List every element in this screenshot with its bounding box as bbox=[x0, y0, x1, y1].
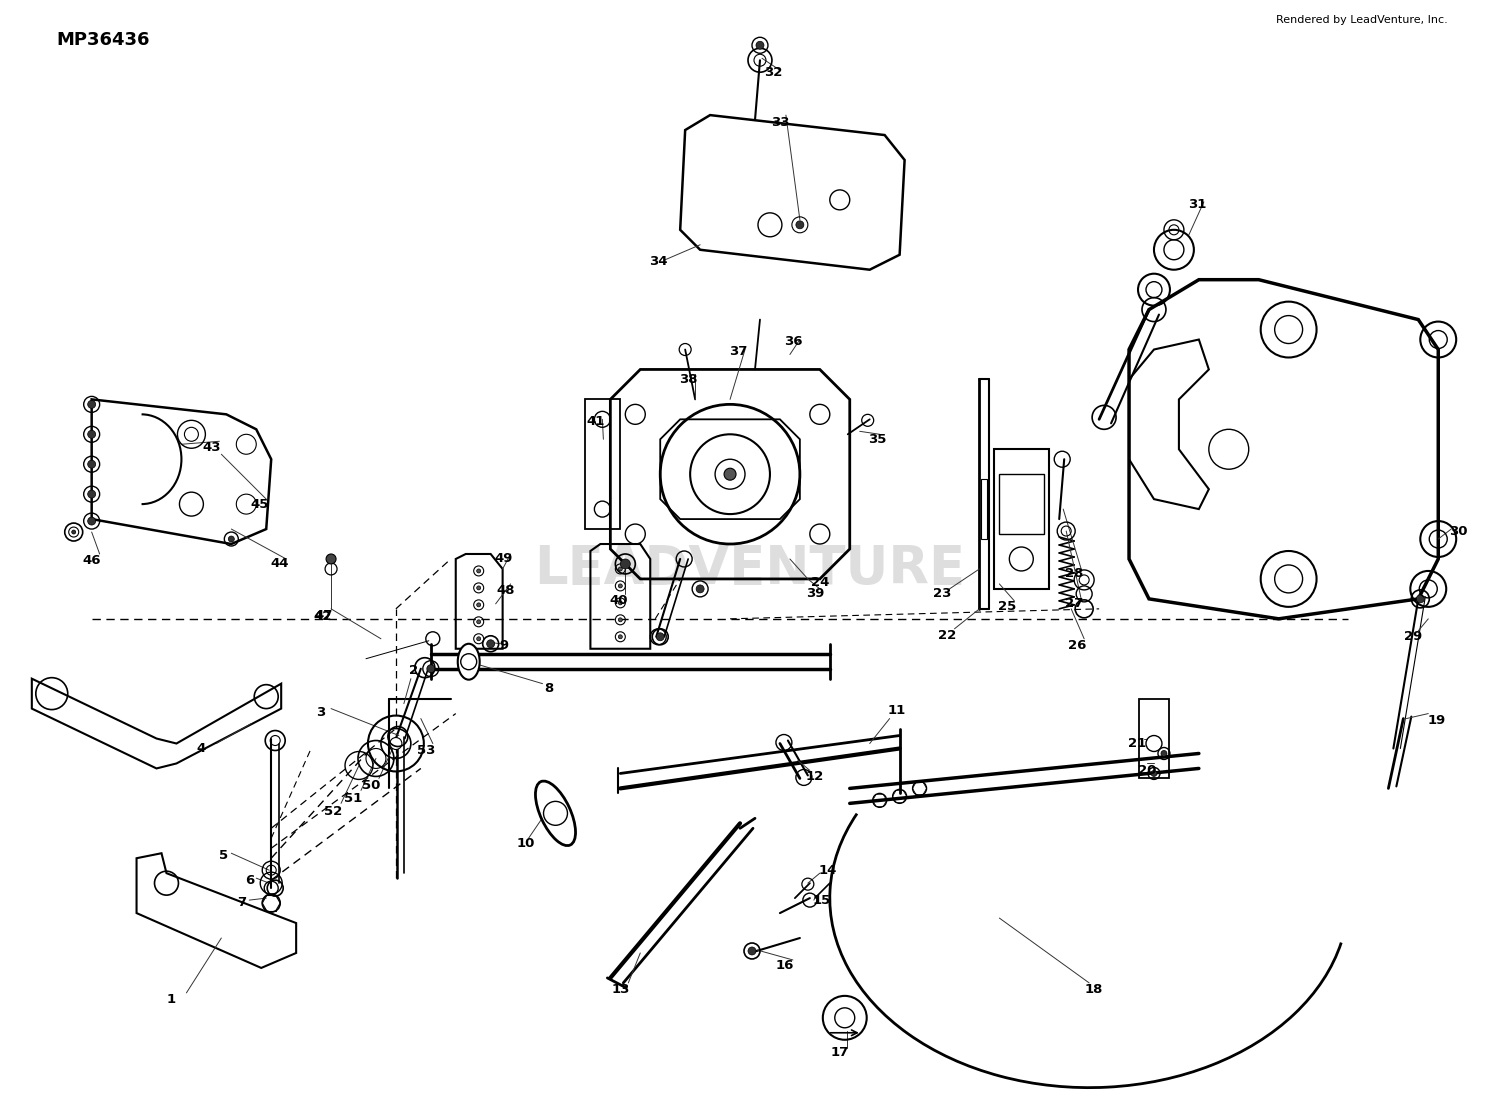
Circle shape bbox=[87, 400, 96, 409]
Text: Rendered by LeadVenture, Inc.: Rendered by LeadVenture, Inc. bbox=[1276, 15, 1448, 25]
Text: 39: 39 bbox=[806, 587, 824, 600]
Text: 9: 9 bbox=[500, 640, 508, 652]
Circle shape bbox=[87, 490, 96, 498]
Text: MP36436: MP36436 bbox=[57, 31, 150, 49]
Text: 46: 46 bbox=[82, 555, 100, 567]
Text: 8: 8 bbox=[544, 682, 554, 696]
Text: 28: 28 bbox=[1065, 567, 1083, 580]
Text: 48: 48 bbox=[496, 585, 514, 598]
Text: LEADVENTURE: LEADVENTURE bbox=[534, 543, 966, 595]
Text: 34: 34 bbox=[650, 255, 668, 268]
Text: 24: 24 bbox=[810, 576, 830, 589]
Circle shape bbox=[724, 468, 736, 480]
Circle shape bbox=[72, 530, 75, 534]
Circle shape bbox=[618, 567, 622, 571]
Text: 25: 25 bbox=[998, 600, 1017, 613]
Circle shape bbox=[748, 947, 756, 955]
Text: 13: 13 bbox=[610, 984, 630, 997]
Circle shape bbox=[486, 640, 495, 647]
Text: 52: 52 bbox=[324, 804, 342, 818]
Circle shape bbox=[618, 635, 622, 639]
Circle shape bbox=[618, 618, 622, 622]
Text: 18: 18 bbox=[1084, 984, 1104, 997]
Circle shape bbox=[477, 569, 480, 573]
Text: 17: 17 bbox=[831, 1046, 849, 1059]
Circle shape bbox=[326, 554, 336, 564]
Text: 23: 23 bbox=[933, 587, 951, 600]
Text: 20: 20 bbox=[1138, 764, 1156, 777]
Text: 31: 31 bbox=[1188, 199, 1206, 211]
Circle shape bbox=[618, 584, 622, 588]
Text: 14: 14 bbox=[819, 864, 837, 877]
Text: 7: 7 bbox=[237, 896, 246, 909]
Text: 38: 38 bbox=[680, 373, 698, 386]
Text: 6: 6 bbox=[244, 874, 254, 887]
Text: 26: 26 bbox=[1068, 640, 1086, 652]
Circle shape bbox=[656, 633, 664, 641]
Text: 51: 51 bbox=[344, 792, 362, 804]
Circle shape bbox=[87, 460, 96, 468]
Text: 29: 29 bbox=[1404, 631, 1422, 643]
Text: 42: 42 bbox=[314, 610, 333, 623]
Text: 30: 30 bbox=[1449, 524, 1467, 537]
Text: 41: 41 bbox=[586, 414, 604, 428]
Text: 32: 32 bbox=[764, 66, 782, 79]
Text: 21: 21 bbox=[1128, 737, 1146, 750]
Text: 40: 40 bbox=[609, 595, 627, 608]
Circle shape bbox=[228, 536, 234, 542]
Text: 37: 37 bbox=[729, 345, 747, 358]
Text: 5: 5 bbox=[219, 848, 228, 862]
Bar bbox=[994, 449, 1048, 589]
Circle shape bbox=[477, 636, 480, 641]
Text: 33: 33 bbox=[771, 115, 789, 129]
Text: 19: 19 bbox=[1426, 714, 1446, 728]
Circle shape bbox=[618, 601, 622, 604]
Circle shape bbox=[477, 586, 480, 590]
Text: 53: 53 bbox=[417, 744, 435, 757]
Text: 3: 3 bbox=[316, 706, 326, 719]
Text: 1: 1 bbox=[166, 993, 176, 1007]
Text: 4: 4 bbox=[196, 742, 206, 755]
Text: 45: 45 bbox=[251, 498, 268, 511]
Text: 11: 11 bbox=[888, 704, 906, 717]
Circle shape bbox=[477, 603, 480, 607]
Text: 50: 50 bbox=[362, 779, 380, 792]
Circle shape bbox=[796, 221, 804, 229]
Text: 49: 49 bbox=[495, 553, 513, 566]
Circle shape bbox=[427, 665, 435, 673]
Text: 22: 22 bbox=[939, 630, 957, 642]
Circle shape bbox=[87, 518, 96, 525]
Ellipse shape bbox=[458, 644, 480, 679]
Text: 12: 12 bbox=[806, 770, 824, 782]
Circle shape bbox=[477, 620, 480, 624]
Text: 27: 27 bbox=[1065, 598, 1083, 610]
Ellipse shape bbox=[536, 781, 576, 845]
Circle shape bbox=[390, 737, 402, 750]
Text: 44: 44 bbox=[270, 557, 288, 570]
Bar bbox=[981, 479, 987, 539]
Circle shape bbox=[1161, 751, 1167, 756]
Circle shape bbox=[621, 559, 630, 569]
Text: 35: 35 bbox=[868, 433, 886, 446]
Circle shape bbox=[87, 431, 96, 439]
Text: 36: 36 bbox=[783, 335, 802, 348]
Circle shape bbox=[756, 42, 764, 49]
Circle shape bbox=[1416, 595, 1425, 603]
Text: 2: 2 bbox=[410, 664, 419, 677]
Text: 15: 15 bbox=[813, 893, 831, 907]
Bar bbox=[1138, 699, 1168, 778]
Bar bbox=[999, 474, 1044, 534]
Text: 47: 47 bbox=[315, 609, 333, 622]
Text: 43: 43 bbox=[202, 441, 220, 454]
Text: 16: 16 bbox=[776, 959, 794, 973]
Text: 10: 10 bbox=[516, 836, 536, 850]
Circle shape bbox=[696, 585, 703, 592]
Circle shape bbox=[1150, 770, 1156, 776]
